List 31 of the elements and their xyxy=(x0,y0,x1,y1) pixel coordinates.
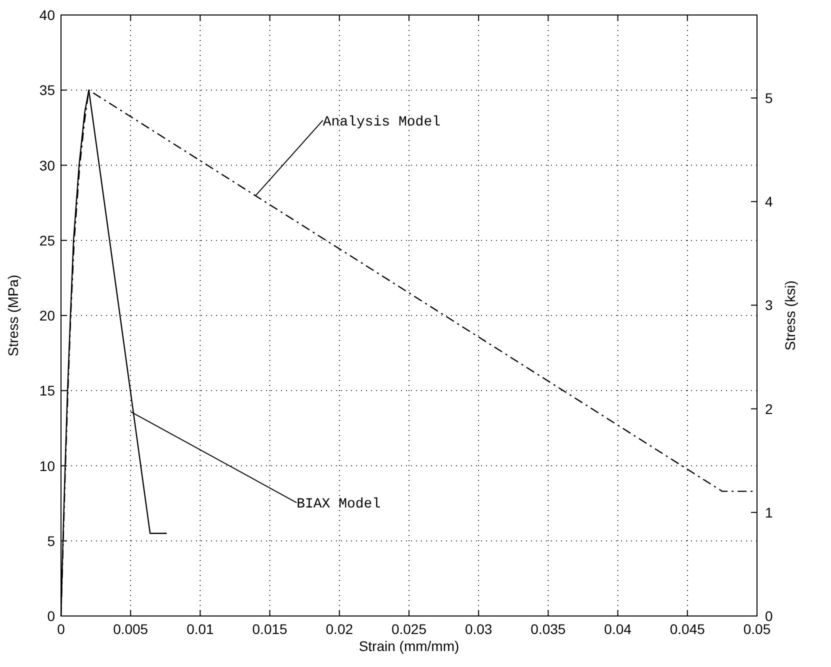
x-tick-label: 0.04 xyxy=(604,621,632,637)
y-tick-label: 25 xyxy=(39,232,56,248)
y-axis-title: Stress (MPa) xyxy=(5,274,21,356)
y2-tick-label: 5 xyxy=(765,90,773,106)
annotation: Analysis Model xyxy=(322,114,441,130)
x-tick-label: 0.01 xyxy=(186,621,214,637)
y2-tick-label: 2 xyxy=(765,400,773,417)
y-tick-label: 0 xyxy=(47,608,56,624)
y2-tick-label: 4 xyxy=(765,194,773,210)
y2-tick-label: 0 xyxy=(765,608,773,624)
x-axis-title: Strain (mm/mm) xyxy=(358,638,460,654)
y2-tick-label: 1 xyxy=(765,504,773,520)
y-tick-label: 40 xyxy=(39,7,56,23)
y2-tick-label: 3 xyxy=(765,297,773,314)
x-tick-label: 0.045 xyxy=(670,621,706,637)
y-tick-label: 5 xyxy=(47,532,56,549)
y2-axis-title: Stress (ksi) xyxy=(782,280,798,350)
y-tick-label: 20 xyxy=(39,308,56,324)
y-tick-label: 35 xyxy=(39,82,56,98)
x-tick-label: 0.05 xyxy=(743,621,771,637)
y-tick-label: 10 xyxy=(39,458,56,474)
x-tick-label: 0.025 xyxy=(391,621,427,637)
x-tick-label: 0.03 xyxy=(464,621,492,637)
y-tick-label: 30 xyxy=(39,157,56,174)
x-tick-label: 0.015 xyxy=(252,621,288,637)
y-tick-label: 15 xyxy=(39,382,56,399)
x-tick-label: 0 xyxy=(57,621,66,637)
x-tick-label: 0.035 xyxy=(530,621,566,637)
x-tick-label: 0.005 xyxy=(113,621,148,637)
annotation: BIAX Model xyxy=(296,496,381,513)
x-tick-label: 0.02 xyxy=(326,621,354,637)
